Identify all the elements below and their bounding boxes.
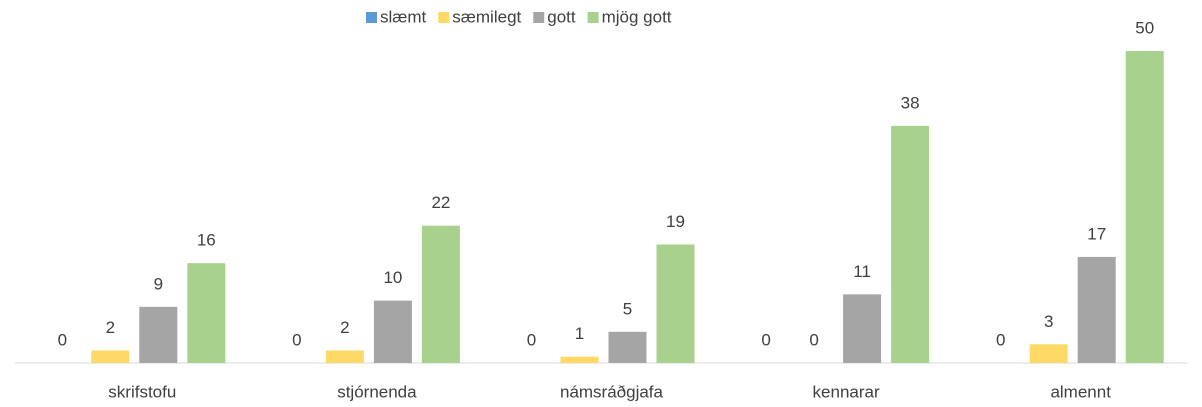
bar: [1125, 51, 1164, 363]
data-label: 0: [809, 330, 818, 349]
data-label: 0: [527, 330, 536, 349]
data-label: 5: [623, 299, 632, 318]
bar: [1029, 344, 1068, 363]
bar: [608, 331, 647, 363]
data-label: 16: [197, 231, 216, 250]
data-label: 2: [340, 318, 349, 337]
data-label: 0: [292, 330, 301, 349]
bar: [891, 125, 930, 363]
bar: [843, 294, 882, 363]
data-label: 3: [1044, 312, 1053, 331]
data-label: 2: [106, 318, 115, 337]
data-label: 0: [996, 330, 1005, 349]
data-label: 0: [761, 330, 770, 349]
data-label: 1: [575, 324, 584, 343]
legend-label: gott: [547, 7, 576, 26]
data-label: 19: [666, 212, 685, 231]
data-label: 38: [901, 93, 920, 112]
legend-label: slæmt: [380, 7, 427, 26]
legend-label: mjög gott: [602, 7, 672, 26]
bar: [325, 350, 364, 363]
bar: [91, 350, 130, 363]
x-tick-label: námsráðgjafa: [560, 382, 664, 401]
data-label: 9: [154, 274, 163, 293]
x-tick-label: kennarar: [813, 382, 880, 401]
bar: [421, 225, 460, 363]
bar: [187, 263, 226, 363]
bar: [560, 356, 599, 363]
x-tick-label: stjórnenda: [337, 382, 417, 401]
data-label: 0: [58, 330, 67, 349]
x-tick-label: almennt: [1050, 382, 1111, 401]
bar: [656, 244, 695, 363]
bar: [139, 306, 178, 363]
data-label: 17: [1087, 224, 1106, 243]
legend-swatch: [438, 12, 450, 23]
data-label: 10: [383, 268, 402, 287]
data-label: 22: [431, 193, 450, 212]
legend-swatch: [366, 12, 377, 23]
bar: [373, 300, 412, 363]
bar: [1077, 256, 1116, 363]
data-label: 11: [853, 262, 871, 281]
legend-swatch: [533, 12, 545, 23]
data-label: 50: [1135, 18, 1154, 37]
legend-label: sæmilegt: [452, 7, 521, 26]
x-tick-label: skrifstofu: [108, 382, 176, 401]
legend-swatch: [587, 12, 599, 23]
